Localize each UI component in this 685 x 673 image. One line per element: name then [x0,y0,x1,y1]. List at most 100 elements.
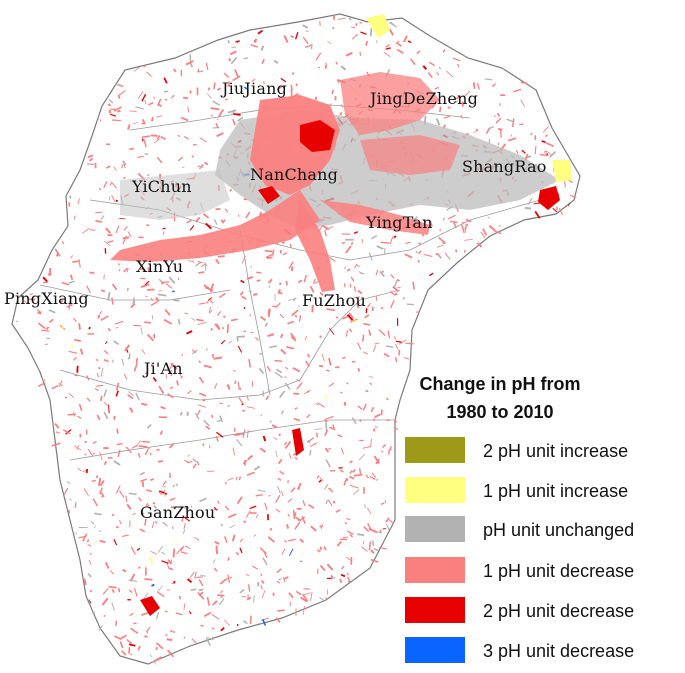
ph-change-stroke [257,489,266,493]
ph-change-stroke [306,413,311,419]
ph-change-stroke [255,494,263,497]
ph-change-stroke [116,428,119,434]
ph-change-stroke [358,271,362,274]
ph-change-stroke [238,397,244,404]
ph-change-stroke [310,525,317,532]
ph-change-stroke [227,477,234,481]
ph-change-stroke [153,656,163,662]
ph-change-stroke [385,523,390,531]
ph-change-stroke [184,459,190,464]
ph-change-stroke [275,450,278,458]
ph-change-stroke [219,415,223,423]
ph-change-stroke [183,522,186,530]
ph-change-stroke [301,516,306,524]
ph-change-stroke [202,443,205,447]
ph-change-stroke [236,335,245,338]
ph-change-stroke [319,476,323,482]
ph-change-stroke [328,382,335,387]
ph-change-stroke [324,230,327,237]
ph-change-stroke [211,613,220,620]
ph-change-stroke [393,292,398,296]
ph-change-stroke [121,650,127,656]
ph-change-stroke [115,525,119,529]
ph-change-stroke [152,376,157,382]
ph-change-stroke [284,366,289,370]
ph-change-stroke [335,61,338,65]
legend-label-2-increase: 2 pH unit increase [483,441,628,461]
ph-change-stroke [192,260,195,263]
ph-change-stroke [123,373,128,380]
ph-change-stroke [127,231,132,237]
ph-change-stroke [234,69,240,78]
ph-change-stroke [88,599,92,604]
ph-change-stroke [198,360,202,364]
ph-change-stroke [549,150,557,158]
ph-change-stroke [151,521,155,529]
ph-change-stroke [99,310,103,315]
ph-change-stroke [530,132,533,136]
ph-change-stroke [158,385,165,394]
ph-change-stroke [376,40,378,44]
ph-change-stroke [316,549,321,553]
ph-change-stroke [203,161,209,166]
ph-change-stroke [402,296,406,300]
ph-change-stroke [218,402,224,405]
ph-change-stroke [284,539,288,543]
city-label-jingdezheng: JingDeZheng [368,89,478,108]
ph-change-stroke [295,590,302,596]
ph-change-stroke [107,327,112,332]
ph-change-stroke [393,336,396,340]
ph-change-stroke [545,142,555,148]
ph-change-stroke [435,118,441,126]
ph-change-stroke [186,219,192,224]
ph-change-stroke [487,216,490,219]
ph-change-stroke [205,425,211,430]
ph-change-stroke [100,495,104,498]
ph-change-stroke [84,440,88,444]
ph-change-stroke [325,415,334,420]
ph-change-stroke [29,293,34,296]
ph-change-stroke [147,288,155,291]
ph-change-stroke [133,122,139,124]
ph-change-stroke [346,382,349,385]
ph-change-stroke [177,134,181,137]
ph-change-stroke [286,345,295,350]
ph-change-stroke [159,430,163,435]
ph-change-stroke [170,505,177,510]
ph-change-stroke [145,504,150,508]
ph-change-stroke [287,498,293,503]
ph-change-stroke [174,540,179,544]
legend-swatch-2-decrease [405,597,465,623]
ph-change-stroke [429,220,433,227]
ph-change-stroke [280,77,287,83]
ph-change-stroke [183,603,186,611]
ph-change-stroke [153,505,157,509]
ph-change-stroke [129,407,134,413]
ph-change-stroke [118,268,121,272]
ph-change-stroke [487,125,495,130]
ph-change-stroke [63,487,69,495]
ph-change-stroke [427,72,433,79]
ph-change-stroke [213,218,218,225]
ph-change-stroke [164,309,171,316]
ph-change-stroke [248,358,252,368]
ph-change-stroke [206,348,208,352]
ph-change-stroke [317,66,321,69]
ph-change-stroke [146,489,152,493]
ph-change-stroke [121,358,125,366]
ph-change-stroke [353,473,363,477]
ph-change-stroke [194,536,200,541]
ph-change-stroke [99,395,103,402]
ph-change-stroke [122,160,127,166]
ph-change-stroke [163,77,168,84]
ph-change-stroke [231,46,237,48]
ph-change-stroke [210,114,213,117]
ph-change-stroke [126,287,129,292]
ph-change-stroke [267,388,270,392]
ph-change-stroke [358,453,366,461]
ph-change-stroke [199,497,207,503]
ph-change-stroke [216,117,219,120]
ph-change-stroke [170,94,176,99]
ph-change-stroke [323,546,327,551]
ph-change-stroke [78,323,81,330]
